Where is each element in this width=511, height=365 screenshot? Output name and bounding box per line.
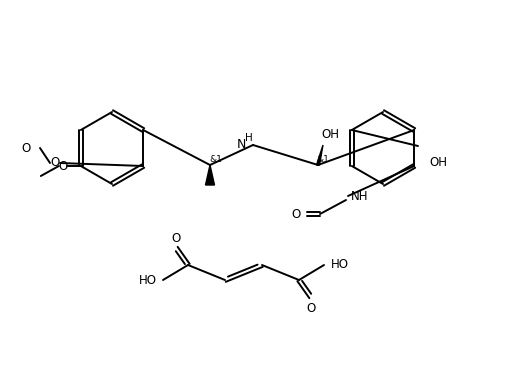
Text: H: H bbox=[245, 133, 253, 143]
Text: &1: &1 bbox=[210, 154, 222, 164]
Text: NH: NH bbox=[351, 189, 369, 203]
Text: O: O bbox=[171, 231, 180, 245]
Text: O: O bbox=[307, 301, 316, 315]
Polygon shape bbox=[205, 165, 215, 185]
Text: HO: HO bbox=[331, 258, 349, 272]
Text: O: O bbox=[51, 157, 60, 169]
Text: O: O bbox=[58, 160, 67, 173]
Text: N: N bbox=[236, 138, 246, 150]
Text: O: O bbox=[291, 207, 300, 220]
Text: OH: OH bbox=[429, 155, 447, 169]
Text: O: O bbox=[21, 142, 31, 154]
Text: HO: HO bbox=[139, 273, 157, 287]
Text: OH: OH bbox=[321, 127, 339, 141]
Text: &1: &1 bbox=[316, 154, 330, 164]
Polygon shape bbox=[316, 145, 323, 165]
